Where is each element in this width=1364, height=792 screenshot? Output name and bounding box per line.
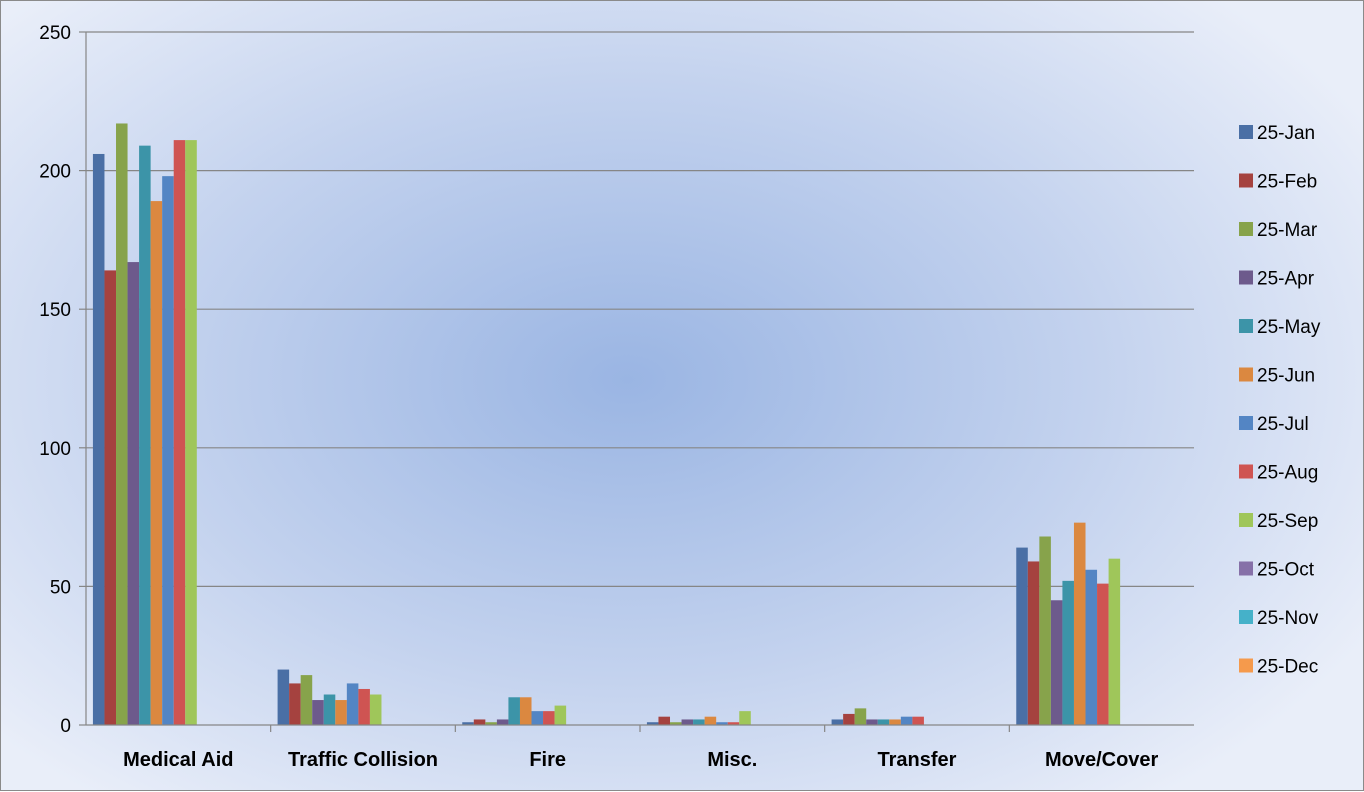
bar bbox=[854, 708, 867, 725]
legend-swatch bbox=[1239, 222, 1253, 236]
bar bbox=[335, 700, 347, 725]
bar bbox=[1039, 536, 1051, 725]
x-category-label: Medical Aid bbox=[123, 749, 233, 771]
legend-swatch bbox=[1239, 610, 1253, 624]
bar bbox=[693, 719, 705, 725]
legend-label: 25-Apr bbox=[1257, 269, 1315, 290]
legend-label: 25-Oct bbox=[1257, 560, 1315, 581]
bar bbox=[104, 270, 117, 725]
legend-swatch bbox=[1239, 561, 1253, 576]
legend-label: 25-Aug bbox=[1257, 463, 1318, 484]
bar bbox=[681, 719, 694, 725]
bar bbox=[531, 711, 544, 725]
legend-swatch bbox=[1239, 658, 1253, 673]
bar bbox=[727, 722, 740, 725]
y-tick-label: 100 bbox=[39, 439, 71, 460]
bar bbox=[1062, 580, 1074, 725]
bar bbox=[831, 719, 844, 725]
bar bbox=[646, 722, 659, 725]
axes: 0 50 100 150 200 250 Medical Aid Traffic Collis… bbox=[39, 23, 1194, 771]
bar bbox=[150, 201, 163, 726]
bar bbox=[508, 697, 520, 725]
bars bbox=[92, 123, 1121, 726]
legend-label: 25-Feb bbox=[1257, 172, 1317, 193]
legend-swatch bbox=[1239, 319, 1253, 333]
legend-label: 25-Jul bbox=[1257, 414, 1309, 435]
bar bbox=[670, 722, 682, 725]
bar bbox=[716, 722, 728, 725]
bar bbox=[369, 694, 382, 725]
y-tick-label: 50 bbox=[50, 577, 71, 598]
bar bbox=[92, 153, 105, 725]
legend-swatch bbox=[1239, 125, 1253, 139]
legend-swatch bbox=[1239, 367, 1253, 382]
legend-swatch bbox=[1239, 464, 1253, 479]
bar bbox=[704, 716, 717, 725]
x-category-label: Fire bbox=[529, 749, 566, 771]
x-category-label: Transfer bbox=[878, 749, 957, 771]
bar bbox=[1108, 558, 1121, 725]
bar bbox=[162, 176, 174, 726]
bar bbox=[289, 683, 301, 725]
bar bbox=[1085, 569, 1098, 725]
bar bbox=[866, 719, 878, 725]
bar bbox=[519, 697, 532, 725]
bar bbox=[473, 719, 486, 725]
bar bbox=[127, 262, 140, 725]
x-category-label: Move/Cover bbox=[1045, 749, 1159, 771]
legend-label: 25-Nov bbox=[1257, 608, 1319, 629]
x-category-label: Misc. bbox=[707, 749, 757, 771]
bar bbox=[912, 716, 924, 725]
legend-swatch bbox=[1239, 173, 1253, 188]
bar bbox=[496, 719, 509, 725]
y-tick-label: 0 bbox=[60, 716, 71, 737]
bar bbox=[300, 675, 313, 725]
bar bbox=[312, 700, 324, 725]
bar bbox=[739, 711, 751, 725]
y-tick-label: 150 bbox=[39, 300, 71, 321]
bar bbox=[116, 123, 128, 725]
bar bbox=[346, 683, 359, 725]
bar bbox=[485, 722, 497, 725]
bar bbox=[462, 722, 474, 725]
bar bbox=[1016, 547, 1028, 725]
y-tick-label: 200 bbox=[39, 162, 71, 183]
bar bbox=[1097, 583, 1109, 725]
legend-label: 25-Jun bbox=[1257, 366, 1315, 387]
bar bbox=[554, 705, 567, 725]
bar bbox=[173, 140, 186, 725]
bar bbox=[889, 719, 901, 725]
bar bbox=[658, 716, 671, 725]
legend-label: 25-May bbox=[1257, 317, 1321, 338]
bar bbox=[277, 669, 290, 725]
legend-swatch bbox=[1239, 270, 1253, 285]
bar bbox=[1073, 522, 1086, 725]
bar bbox=[323, 694, 336, 725]
x-category-label: Traffic Collision bbox=[288, 749, 438, 771]
legend-swatch bbox=[1239, 416, 1253, 430]
bar bbox=[139, 145, 151, 726]
y-tick-label: 250 bbox=[39, 23, 71, 44]
bar bbox=[900, 716, 913, 725]
legend-label: 25-Mar bbox=[1257, 220, 1318, 241]
legend-label: 25-Jan bbox=[1257, 123, 1315, 144]
grid-lines bbox=[86, 31, 1194, 588]
bar bbox=[543, 711, 555, 725]
legend: 25-Jan 25-Feb 25-Mar 25-Apr 25-May 25-Jun 25-J… bbox=[1239, 123, 1321, 678]
legend-label: 25-Dec bbox=[1257, 657, 1318, 678]
legend-label: 25-Sep bbox=[1257, 511, 1318, 532]
bar bbox=[1050, 600, 1063, 725]
bar bbox=[185, 140, 197, 725]
bar bbox=[877, 719, 890, 725]
legend-swatch bbox=[1239, 513, 1253, 527]
bar bbox=[358, 688, 370, 725]
bar bbox=[843, 713, 855, 725]
bar bbox=[1027, 561, 1040, 725]
